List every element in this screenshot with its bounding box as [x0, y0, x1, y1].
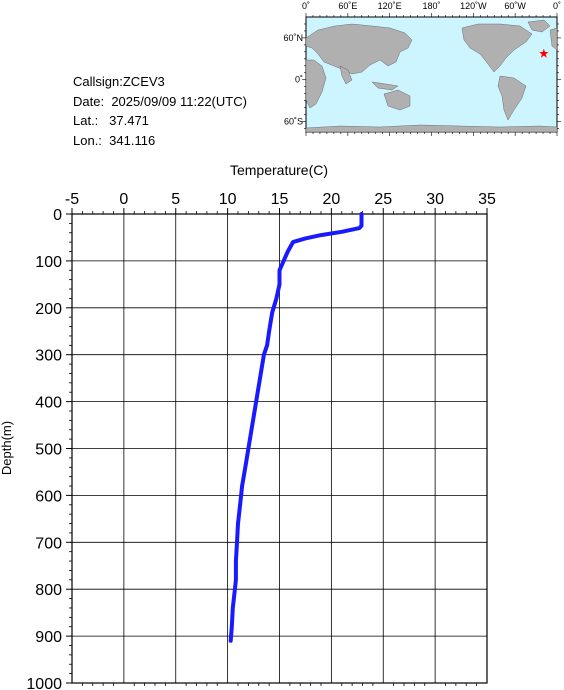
minor-ticks: [66, 208, 488, 686]
y-tick-label: 700: [35, 535, 62, 552]
land-greenland: [527, 19, 551, 33]
map-lat-label: 60˚N: [283, 33, 303, 43]
map-land: [305, 19, 558, 133]
location-marker-star: [539, 48, 549, 58]
land-africa: [305, 59, 327, 109]
land-europe-east-edge: [549, 27, 558, 51]
land-india: [339, 65, 353, 85]
land-australia: [383, 89, 411, 111]
date-row: Date: 2025/09/09 11:22(UTC): [73, 92, 247, 112]
map-frame-ticks: [302, 13, 561, 136]
y-axis-label: Depth(m): [0, 421, 14, 475]
x-tick-label: 15: [271, 191, 289, 208]
y-tick-label: 800: [35, 582, 62, 599]
lat-row: Lat.: 37.471: [73, 111, 247, 131]
grid-horizontal: [72, 260, 487, 637]
x-tick-label: 30: [426, 191, 444, 208]
lat-value: 37.471: [109, 113, 149, 128]
x-tick-labels: -5 0 5 10 15 20 25 30 35: [65, 191, 496, 208]
x-tick-label: 5: [171, 191, 180, 208]
map-left-labels: 60˚N 0˚ 60˚S: [283, 33, 303, 127]
lon-value: 341.116: [109, 132, 156, 148]
cast-info-block: Callsign:ZCEV3 Date: 2025/09/09 11:22(UT…: [73, 72, 247, 150]
land-indonesia: [371, 81, 399, 91]
map-top-labels: 0˚ 60˚E 120˚E 180˚ 120˚W 60˚W 0˚: [302, 1, 561, 11]
map-lat-label: 0˚: [295, 75, 303, 85]
callsign-row: Callsign:ZCEV3: [73, 72, 247, 92]
map-lon-label: 120˚E: [378, 1, 402, 11]
x-tick-label: 10: [219, 191, 237, 208]
date-value: 2025/09/09 11:22(UTC): [111, 93, 247, 109]
x-tick-label: 0: [119, 191, 128, 208]
lon-row: Lon.: 341.116: [73, 131, 247, 151]
map-lon-label: 120˚W: [460, 1, 487, 11]
callsign-value: ZCEV3: [122, 74, 165, 89]
y-tick-label: 500: [35, 442, 62, 459]
y-tick-label: 300: [35, 348, 62, 365]
map-lon-label: 0˚: [302, 1, 310, 11]
plot-frame: [71, 213, 488, 684]
map-lon-label: 0˚: [553, 1, 561, 11]
callsign-label: Callsign:: [73, 74, 123, 89]
y-tick-label: 400: [35, 395, 62, 412]
land-eurasia: [305, 23, 413, 75]
y-tick-label: 200: [35, 301, 62, 318]
land-north-america: [461, 23, 533, 73]
x-tick-label: 35: [478, 191, 496, 208]
x-axis-label: Temperature(C): [230, 162, 328, 178]
map-lon-label: 180˚: [422, 1, 440, 11]
temperature-profile-line: [228, 212, 364, 643]
x-tick-label: 25: [374, 191, 392, 208]
temperature-depth-chart: Temperature(C) Depth(m) -5 0 5 10 15 20 25 30 35…: [0, 162, 496, 690]
y-tick-label: 100: [35, 254, 62, 271]
location-map: 0˚ 60˚E 120˚E 180˚ 120˚W 60˚W 0˚ 60˚N 0˚ 60˚S: [283, 1, 561, 136]
x-tick-label: 20: [322, 191, 340, 208]
y-tick-label: 0: [53, 207, 62, 224]
land-south-america: [497, 75, 527, 121]
map-lat-label: 60˚S: [284, 117, 303, 127]
y-tick-label: 600: [35, 488, 62, 505]
lat-label: Lat.:: [73, 113, 99, 128]
map-lon-label: 60˚E: [338, 1, 357, 11]
lon-label: Lon.:: [73, 132, 102, 148]
y-tick-label: 900: [35, 629, 62, 646]
map-lon-label: 60˚W: [504, 1, 526, 11]
x-tick-label: -5: [65, 191, 79, 208]
date-label: Date:: [73, 93, 105, 109]
y-tick-label: 1000: [26, 676, 62, 690]
y-tick-labels: 0 100 200 300 400 500 600 700 800 900 1000: [26, 207, 62, 690]
